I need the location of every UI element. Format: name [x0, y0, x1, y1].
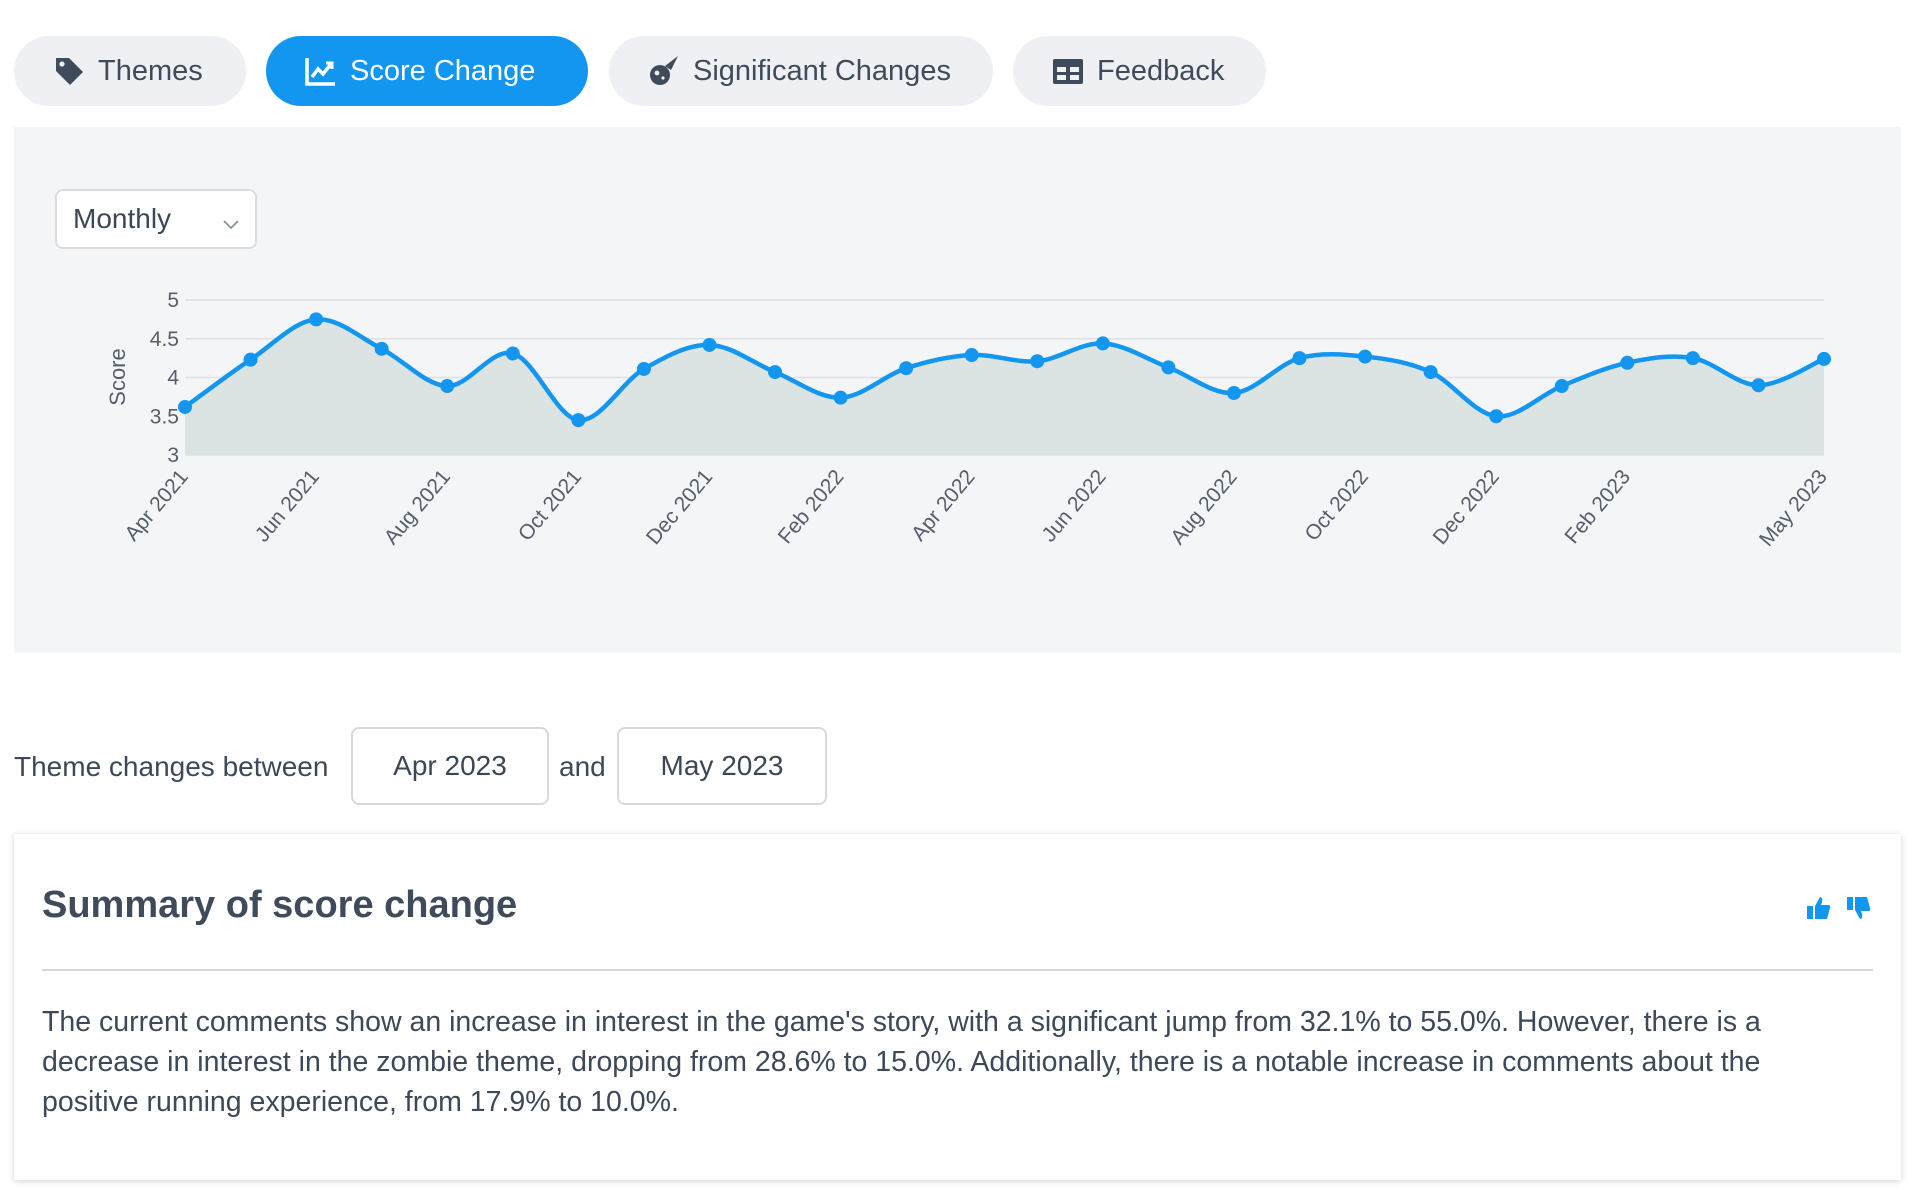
data-point	[1423, 365, 1438, 380]
period-select-value: Monthly	[73, 203, 172, 234]
x-tick-label: Oct 2022	[1301, 465, 1373, 545]
x-tick-label: Apr 2022	[907, 465, 979, 545]
tab-feedback[interactable]: Feedback	[1013, 36, 1266, 106]
period-select[interactable]: Monthly	[55, 189, 257, 249]
range-label: Theme changes between	[14, 751, 329, 782]
x-tick-label: Feb 2022	[774, 465, 849, 548]
y-tick-label: 4	[167, 367, 179, 390]
data-point	[440, 379, 455, 394]
tab-label: Score Change	[350, 54, 536, 87]
data-point	[1292, 351, 1307, 366]
area-fill	[185, 319, 1824, 455]
range-and-label: and	[559, 751, 606, 782]
data-point	[243, 352, 258, 367]
x-tick-label: Jun 2021	[251, 465, 324, 546]
from-date-picker[interactable]: Apr 2023	[351, 727, 549, 805]
to-date-picker[interactable]: May 2023	[617, 727, 827, 805]
chevron-down-icon	[221, 209, 241, 230]
data-point	[768, 365, 783, 380]
data-point	[1620, 355, 1635, 370]
data-point	[374, 341, 389, 356]
from-date-value: Apr 2023	[393, 750, 507, 781]
summary-divider	[42, 969, 1873, 971]
data-point	[1095, 336, 1110, 351]
tab-score-change[interactable]: Score Change	[266, 36, 588, 106]
data-point	[833, 390, 848, 405]
score-line-chart: 3 3.5 4 4.5 5 Score Apr 2021 Jun 2021 Aug 2021 Oc…	[105, 289, 1832, 551]
x-tick-label: May 2023	[1755, 465, 1832, 550]
data-point	[309, 312, 324, 327]
data-point	[899, 361, 914, 376]
summary-title: Summary of score change	[42, 884, 518, 926]
theme-changes-range: Theme changes between Apr 2023 and May 2…	[14, 727, 914, 805]
thumbs-up-icon[interactable]	[1805, 894, 1833, 922]
tab-label: Themes	[98, 54, 203, 87]
tab-significant-changes[interactable]: Significant Changes	[609, 36, 993, 106]
data-point	[505, 346, 520, 361]
summary-card: Summary of score change The current comm…	[14, 834, 1901, 1180]
feedback-buttons	[1805, 894, 1873, 922]
x-tick-label: Aug 2021	[380, 465, 455, 549]
x-tick-label: Aug 2022	[1166, 465, 1241, 549]
data-point	[571, 413, 586, 428]
data-point	[1751, 378, 1766, 393]
data-point	[1489, 409, 1504, 424]
tab-label: Feedback	[1097, 54, 1225, 87]
data-point	[702, 337, 717, 352]
tab-themes[interactable]: Themes	[14, 36, 246, 106]
line-chart-icon	[304, 54, 338, 88]
tab-label: Significant Changes	[693, 54, 951, 87]
x-tick-label: Feb 2023	[1560, 465, 1635, 548]
data-point	[178, 399, 192, 414]
summary-text: The current comments show an increase in…	[42, 1006, 1761, 1118]
thumbs-down-icon[interactable]	[1845, 894, 1873, 922]
y-tick-label: 3.5	[150, 405, 179, 428]
meteor-icon	[647, 54, 681, 88]
data-point	[1226, 386, 1241, 400]
chart-panel: 3 3.5 4 4.5 5 Score Apr 2021 Jun 2021 Aug 2021 Oc…	[14, 127, 1901, 653]
data-point	[1030, 354, 1045, 369]
table-icon	[1051, 54, 1085, 88]
x-tick-label: Oct 2021	[514, 465, 586, 545]
x-tick-label: Dec 2021	[642, 465, 717, 549]
x-tick-label: Dec 2022	[1429, 465, 1504, 549]
to-date-value: May 2023	[660, 750, 784, 781]
data-point	[636, 361, 651, 376]
data-point	[1817, 351, 1831, 366]
data-point	[1358, 349, 1373, 364]
data-point	[1161, 360, 1176, 375]
y-tick-label: 3	[167, 444, 179, 467]
tag-icon	[52, 54, 86, 88]
series-line	[183, 317, 1825, 423]
y-tick-label: 5	[167, 289, 179, 312]
y-axis-label: Score	[105, 348, 130, 405]
x-tick-label: Apr 2021	[120, 465, 192, 545]
x-tick-label: Jun 2022	[1038, 465, 1111, 546]
y-tick-label: 4.5	[150, 328, 179, 351]
data-point	[964, 348, 979, 363]
data-point	[1554, 379, 1569, 394]
data-point	[1685, 351, 1700, 366]
